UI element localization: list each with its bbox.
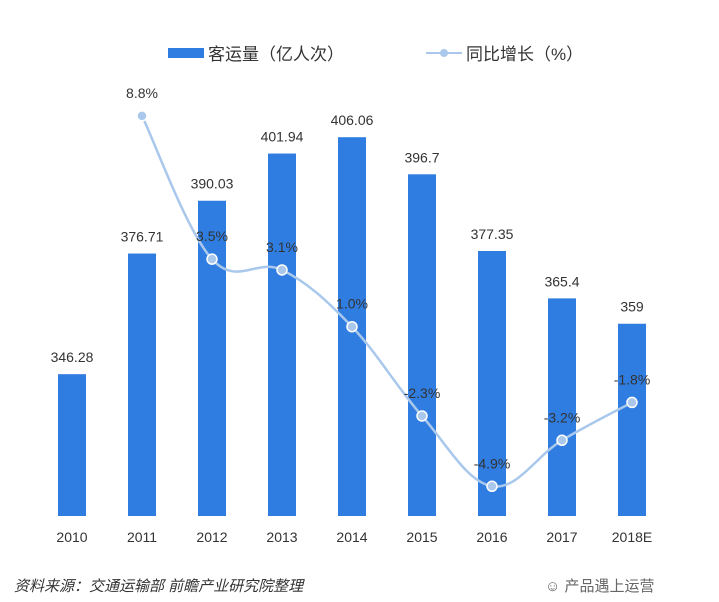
- bar-label-2010: 346.28: [51, 349, 94, 365]
- growth-label-2015: -2.3%: [404, 385, 441, 401]
- growth-label-2017: -3.2%: [544, 409, 581, 425]
- growth-label-2016: -4.9%: [474, 455, 511, 471]
- x-tick-2010: 2010: [56, 529, 87, 545]
- bar-2018E: [618, 323, 646, 516]
- x-tick-2015: 2015: [406, 529, 437, 545]
- bar-2016: [478, 251, 506, 516]
- bar-label-2017: 365.4: [544, 273, 579, 289]
- growth-point-2012: [206, 253, 218, 265]
- growth-point-2018E: [626, 396, 638, 409]
- growth-label-2013: 3.1%: [266, 239, 298, 255]
- watermark: ☺ 产品遇上运营: [545, 575, 655, 596]
- bar-2012: [198, 200, 226, 516]
- bar-label-2018E: 359: [620, 299, 644, 315]
- growth-label-2011: 8.8%: [126, 85, 158, 101]
- growth-point-2014: [346, 320, 358, 333]
- bar-label-2015: 396.7: [404, 149, 439, 165]
- bar-label-2013: 401.94: [261, 129, 304, 145]
- watermark-text: 产品遇上运营: [564, 578, 655, 595]
- bar-2017: [548, 298, 576, 516]
- bar-label-2014: 406.06: [331, 112, 374, 128]
- x-tick-2011: 2011: [127, 529, 157, 545]
- legend-bar-swatch: [168, 47, 204, 58]
- growth-label-2018E: -1.8%: [614, 371, 651, 387]
- legend-line: 同比增长（%）: [426, 40, 583, 65]
- bar-label-2011: 376.71: [121, 229, 164, 245]
- bar-label-2016: 377.35: [471, 226, 514, 242]
- legend-line-label: 同比增长（%）: [466, 45, 584, 64]
- wechat-icon: ☺: [545, 578, 561, 595]
- growth-label-2014: 1.0%: [336, 296, 368, 312]
- x-tick-2018E: 2018E: [612, 529, 652, 545]
- x-tick-2017: 2017: [546, 529, 577, 545]
- legend-line-swatch: [426, 48, 462, 57]
- growth-point-2017: [556, 434, 568, 447]
- x-tick-2012: 2012: [196, 529, 227, 545]
- source-note: 资料来源：交通运输部 前瞻产业研究院整理: [14, 578, 304, 595]
- bar-2010: [58, 374, 86, 516]
- growth-label-2012: 3.5%: [196, 228, 228, 244]
- growth-point-2011: [136, 110, 148, 122]
- bar-label-2012: 390.03: [191, 176, 234, 192]
- growth-point-2015: [416, 410, 428, 422]
- legend-bar: 客运量（亿人次）: [168, 40, 344, 65]
- bar-2013: [268, 153, 296, 516]
- growth-point-2013: [276, 264, 288, 276]
- legend-bar-label: 客运量（亿人次）: [208, 45, 344, 64]
- bar-2015: [408, 174, 436, 516]
- bar-2011: [128, 253, 156, 516]
- growth-point-2016: [486, 480, 498, 493]
- x-tick-2013: 2013: [266, 529, 297, 545]
- x-tick-2014: 2014: [336, 529, 367, 545]
- x-tick-2016: 2016: [476, 529, 507, 545]
